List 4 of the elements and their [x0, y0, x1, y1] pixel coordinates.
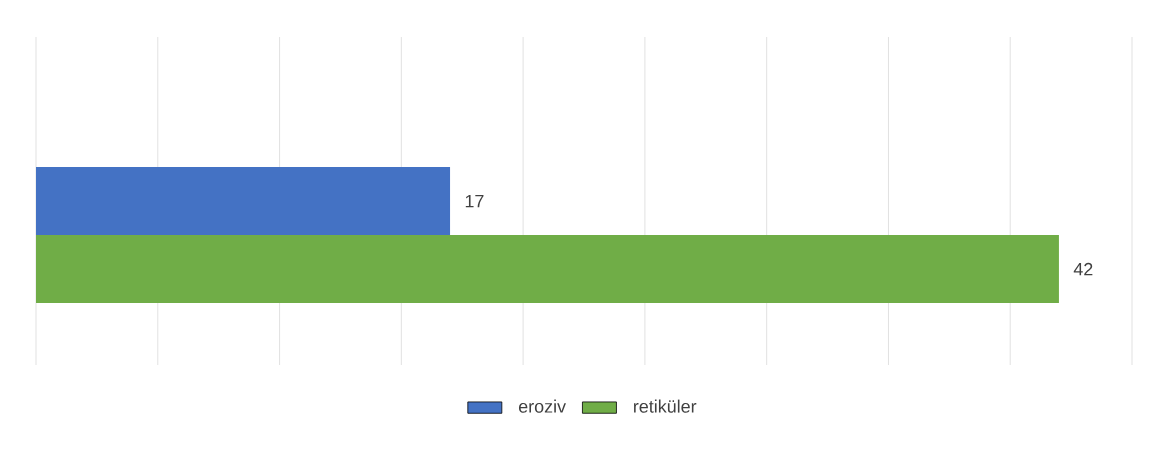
data-label: 42	[1073, 262, 1093, 276]
data-label: 17	[465, 194, 484, 208]
legend-label: retiküler	[634, 399, 697, 413]
legend-label: eroziv	[518, 399, 566, 413]
